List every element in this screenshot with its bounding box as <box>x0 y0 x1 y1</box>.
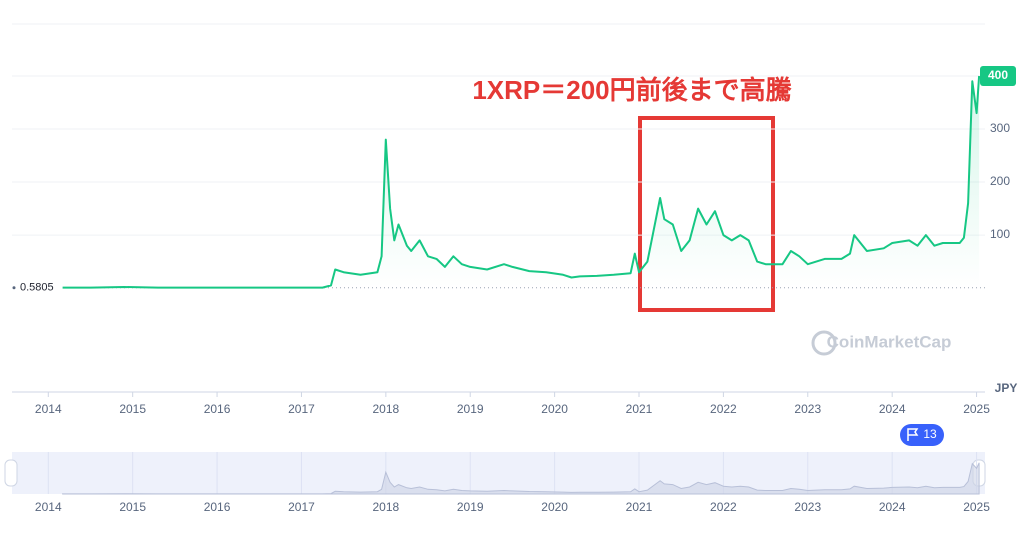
navigator-tick-label: 2018 <box>372 500 399 514</box>
events-badge[interactable]: 13 <box>900 424 944 446</box>
navigator-tick-label: 2022 <box>710 500 737 514</box>
y-tick-label: 100 <box>990 227 1010 241</box>
navigator[interactable] <box>12 452 985 494</box>
y-tick-label: 200 <box>990 174 1010 188</box>
x-tick-label: 2019 <box>457 402 484 416</box>
navigator-tick-label: 2024 <box>879 500 906 514</box>
x-tick-label: 2017 <box>288 402 315 416</box>
price-tag: 400 <box>988 68 1008 82</box>
price-line <box>62 75 981 289</box>
navigator-tick-label: 2020 <box>541 500 568 514</box>
reference-dot <box>12 286 16 290</box>
navigator-line <box>61 462 980 495</box>
x-tick-label: 2015 <box>119 402 146 416</box>
x-tick-label: 2023 <box>794 402 821 416</box>
y-tick-label: 300 <box>990 121 1010 135</box>
flag-icon <box>907 428 919 441</box>
events-count[interactable]: 13 <box>923 427 937 441</box>
navigator-tick-label: 2021 <box>626 500 653 514</box>
highlight-box <box>638 116 775 312</box>
x-tick-label: 2021 <box>626 402 653 416</box>
price-tag-bg <box>980 66 1016 87</box>
x-tick-label: 2016 <box>204 402 231 416</box>
x-tick-label: 2020 <box>541 402 568 416</box>
x-tick-label: 2022 <box>710 402 737 416</box>
watermark: CoinMarketCap <box>827 332 952 351</box>
watermark-logo <box>811 330 837 356</box>
events-badge-bg[interactable] <box>900 424 944 446</box>
reference-label: 0.5805 <box>20 282 54 294</box>
navigator-tick-label: 2025 <box>963 500 990 514</box>
navigator-tick-label: 2019 <box>457 500 484 514</box>
navigator-tick-label: 2015 <box>119 500 146 514</box>
navigator-tick-label: 2014 <box>35 500 62 514</box>
navigator-handle[interactable] <box>4 459 18 487</box>
navigator-tick-label: 2016 <box>204 500 231 514</box>
price-area <box>62 76 980 288</box>
x-tick-label: 2014 <box>35 402 62 416</box>
navigator-tick-label: 2023 <box>794 500 821 514</box>
navigator-tick-label: 2017 <box>288 500 315 514</box>
x-tick-label: 2018 <box>372 402 399 416</box>
x-tick-label: 2024 <box>879 402 906 416</box>
x-tick-label: 2025 <box>963 402 990 416</box>
currency-label: JPY <box>995 381 1018 395</box>
annotation: 1XRP＝200円前後まで高騰 <box>472 75 791 105</box>
